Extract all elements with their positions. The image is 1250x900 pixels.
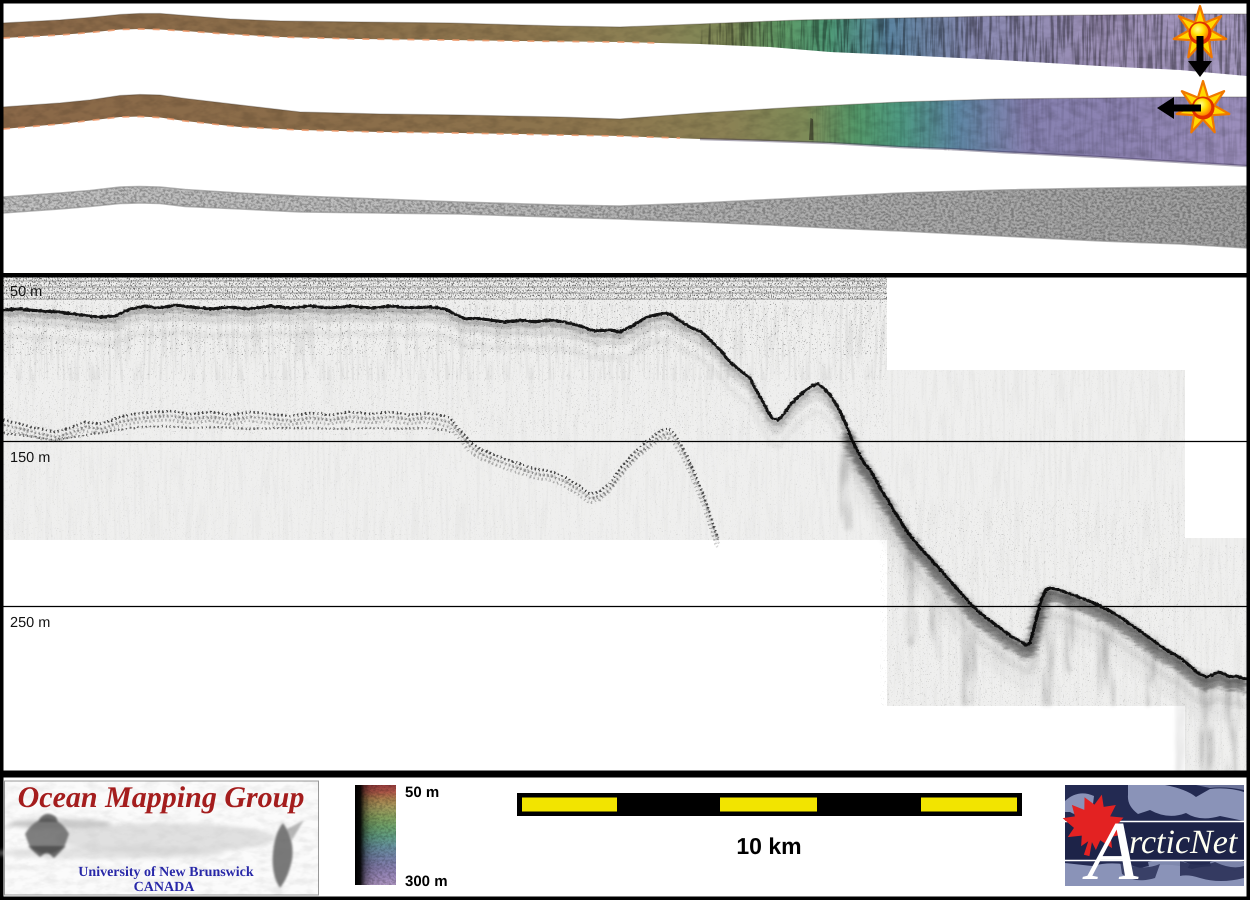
svg-text:250 m: 250 m (10, 615, 50, 631)
svg-text:50 m: 50 m (10, 284, 42, 300)
svg-text:University of New Brunswick: University of New Brunswick (78, 865, 254, 880)
svg-text:300 m: 300 m (405, 873, 448, 890)
svg-text:A: A (1082, 805, 1139, 898)
svg-text:CANADA: CANADA (134, 880, 196, 895)
svg-text:50 m: 50 m (405, 784, 439, 801)
svg-text:Ocean Mapping Group: Ocean Mapping Group (18, 781, 305, 814)
svg-text:rcticNet: rcticNet (1129, 824, 1239, 861)
svg-text:10 km: 10 km (736, 833, 801, 859)
